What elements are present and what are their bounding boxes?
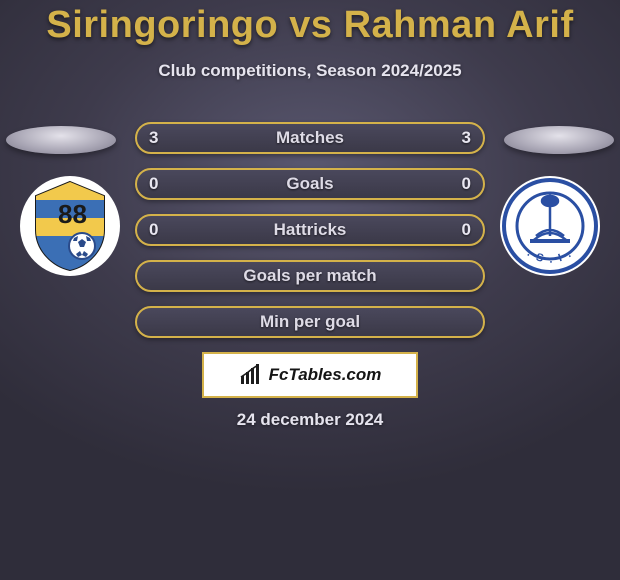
club-crest-left: 88: [20, 176, 120, 276]
stat-row-matches: 3 Matches 3: [135, 122, 485, 154]
badge-icon: P . S . I . S: [500, 176, 600, 276]
crest-number: 88: [58, 199, 87, 229]
player-head-right: [504, 126, 614, 154]
player-head-left: [6, 126, 116, 154]
shield-icon: 88: [20, 176, 120, 276]
stat-label: Goals per match: [243, 266, 376, 286]
stat-right-value: 0: [462, 220, 471, 240]
stat-label: Matches: [276, 128, 344, 148]
club-crest-right: P . S . I . S: [500, 176, 600, 276]
page-title: Siringoringo vs Rahman Arif: [0, 0, 620, 47]
brand-text: FcTables.com: [269, 365, 382, 385]
stat-left-value: 3: [149, 128, 158, 148]
stat-label: Goals: [286, 174, 333, 194]
stat-row-goals-per-match: Goals per match: [135, 260, 485, 292]
stat-row-hattricks: 0 Hattricks 0: [135, 214, 485, 246]
stat-row-min-per-goal: Min per goal: [135, 306, 485, 338]
stat-left-value: 0: [149, 174, 158, 194]
stat-right-value: 0: [462, 174, 471, 194]
brand-box: FcTables.com: [202, 352, 418, 398]
stats-panel: 3 Matches 3 0 Goals 0 0 Hattricks 0 Goal…: [135, 122, 485, 352]
stat-right-value: 3: [462, 128, 471, 148]
stat-left-value: 0: [149, 220, 158, 240]
subtitle: Club competitions, Season 2024/2025: [0, 61, 620, 81]
stat-label: Hattricks: [274, 220, 347, 240]
date-text: 24 december 2024: [0, 410, 620, 430]
bar-chart-icon: [239, 364, 263, 386]
infographic: Siringoringo vs Rahman Arif Club competi…: [0, 0, 620, 580]
stat-label: Min per goal: [260, 312, 360, 332]
stat-row-goals: 0 Goals 0: [135, 168, 485, 200]
